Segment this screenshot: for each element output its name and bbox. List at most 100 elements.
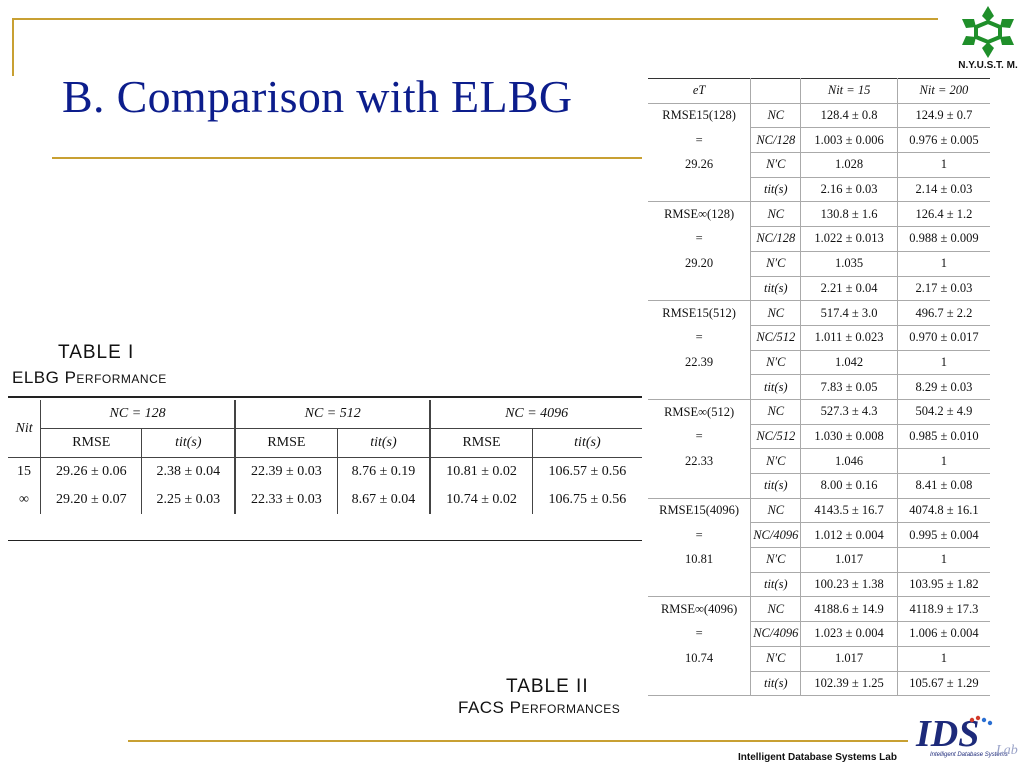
table1-group-header: NC = 512 bbox=[235, 400, 432, 429]
table1-subheader: tit(s) bbox=[337, 428, 432, 458]
table-row: RMSE15(128) NC 128.4 ± 0.8 124.9 ± 0.7 bbox=[648, 103, 990, 129]
table2-cell: 102.39 ± 1.25 bbox=[800, 671, 898, 697]
table2-group-label bbox=[648, 374, 752, 400]
table-row: RMSE15(4096) NC 4143.5 ± 16.7 4074.8 ± 16.1 bbox=[648, 498, 990, 524]
table2-group-label: 10.81 bbox=[648, 547, 752, 573]
table2-group-label: RMSE15(128) bbox=[648, 103, 752, 128]
table2-cell: 4143.5 ± 16.7 bbox=[800, 498, 898, 524]
table1-subheader: RMSE bbox=[430, 428, 533, 458]
table2-group-label bbox=[648, 177, 752, 203]
table2-cell: 2.16 ± 0.03 bbox=[800, 177, 898, 203]
table-row: 22.33 N′C 1.046 1 bbox=[648, 448, 990, 474]
table2-cell: 105.67 ± 1.29 bbox=[897, 671, 990, 697]
table2-caption-title: FACS Performances bbox=[458, 698, 621, 717]
table-row: RMSE∞(128) NC 130.8 ± 1.6 126.4 ± 1.2 bbox=[648, 201, 990, 228]
table2-header: eT bbox=[648, 78, 752, 104]
table1-group-header: NC = 4096 bbox=[430, 400, 642, 429]
table2-group-label: 29.26 bbox=[648, 152, 752, 178]
table2-cell: 2.14 ± 0.03 bbox=[897, 177, 990, 203]
table1-cell: 10.74 ± 0.02 bbox=[430, 486, 533, 514]
table2-group-label bbox=[648, 276, 752, 302]
table2-metric-cell: tit(s) bbox=[750, 374, 802, 400]
table1-subheader: RMSE bbox=[235, 428, 338, 458]
table-row: RMSE15(512) NC 517.4 ± 3.0 496.7 ± 2.2 bbox=[648, 300, 990, 326]
table2-cell: 124.9 ± 0.7 bbox=[897, 103, 990, 129]
table2-metric-cell: NC/4096 bbox=[750, 621, 802, 647]
table2-cell: 1.046 bbox=[800, 448, 898, 474]
title-underline bbox=[52, 157, 642, 159]
table2-cell: 1.030 ± 0.008 bbox=[800, 424, 898, 450]
table-row: = NC/512 1.011 ± 0.023 0.970 ± 0.017 bbox=[648, 325, 990, 351]
table2-metric-cell: N′C bbox=[750, 448, 802, 474]
logo-caption: N.Y.U.S.T. M. bbox=[958, 60, 1018, 71]
table2-metric-cell: NC bbox=[750, 498, 802, 524]
table2-cell: 1 bbox=[897, 448, 990, 474]
table-row: tit(s) 102.39 ± 1.25 105.67 ± 1.29 bbox=[648, 671, 990, 697]
table2-cell: 1.017 bbox=[800, 547, 898, 573]
table2-cell: 1.042 bbox=[800, 350, 898, 376]
table2-group-label: = bbox=[648, 226, 752, 252]
table2-metric-cell: tit(s) bbox=[750, 572, 802, 598]
table2-cell: 4188.6 ± 14.9 bbox=[800, 596, 898, 623]
table-row: ∞ 29.20 ± 0.07 2.25 ± 0.03 22.33 ± 0.03 … bbox=[8, 486, 642, 514]
left-rule bbox=[12, 18, 14, 76]
table2-cell: 1.035 bbox=[800, 251, 898, 277]
table2-cell: 1 bbox=[897, 251, 990, 277]
table2-metric-cell: N′C bbox=[750, 547, 802, 573]
table2-group-label: = bbox=[648, 621, 752, 647]
table-row: = NC/512 1.030 ± 0.008 0.985 ± 0.010 bbox=[648, 424, 990, 450]
table2-metric-cell: tit(s) bbox=[750, 473, 802, 499]
table2-group-label: = bbox=[648, 424, 752, 449]
table-row: RMSE∞(512) NC 527.3 ± 4.3 504.2 ± 4.9 bbox=[648, 399, 990, 425]
table2-group-label bbox=[648, 671, 752, 697]
table2-group-label: = bbox=[648, 127, 752, 153]
table2-group-label bbox=[648, 572, 752, 598]
table1-cell: 2.25 ± 0.03 bbox=[141, 486, 237, 514]
table2-group-label: RMSE∞(512) bbox=[648, 399, 752, 425]
table-row: 29.20 N′C 1.035 1 bbox=[648, 251, 990, 277]
table1-cell: 22.39 ± 0.03 bbox=[235, 457, 338, 486]
footer-text: Intelligent Database Systems Lab bbox=[738, 752, 897, 763]
table2-cell: 1.012 ± 0.004 bbox=[800, 522, 898, 549]
table2-cell: 130.8 ± 1.6 bbox=[800, 201, 898, 228]
table1-cell: 29.26 ± 0.06 bbox=[40, 457, 143, 486]
table2-header: Nit = 200 bbox=[897, 78, 990, 104]
table1-row-header: Nit bbox=[8, 400, 42, 458]
table2-group-label: RMSE15(512) bbox=[648, 300, 752, 326]
table2-cell: 100.23 ± 1.38 bbox=[800, 572, 898, 598]
table-row: tit(s) 7.83 ± 0.05 8.29 ± 0.03 bbox=[648, 374, 990, 400]
table1-nit-cell: 15 bbox=[8, 457, 42, 486]
table2-cell: 0.988 ± 0.009 bbox=[897, 226, 990, 252]
table1-caption-title: ELBG Performance bbox=[12, 368, 167, 387]
table2-cell: 2.21 ± 0.04 bbox=[800, 276, 898, 302]
table1-group-header: NC = 128 bbox=[40, 400, 237, 429]
table2-metric-cell: tit(s) bbox=[750, 276, 802, 302]
table-row: 10.81 N′C 1.017 1 bbox=[648, 547, 990, 573]
table2-metric-cell: N′C bbox=[750, 350, 802, 376]
page-title: B. Comparison with ELBG bbox=[62, 71, 573, 122]
table2-cell: 0.995 ± 0.004 bbox=[897, 522, 990, 549]
table2-cell: 2.17 ± 0.03 bbox=[897, 276, 990, 302]
table2-cell: 8.29 ± 0.03 bbox=[897, 374, 990, 400]
table2-cell: 126.4 ± 1.2 bbox=[897, 201, 990, 228]
table1-top-rule bbox=[8, 396, 642, 398]
table1-subheader: tit(s) bbox=[141, 428, 237, 458]
table2-metric-cell: NC bbox=[750, 201, 802, 228]
table1-cell: 8.76 ± 0.19 bbox=[337, 457, 432, 486]
table2-group-label: RMSE∞(128) bbox=[648, 201, 752, 227]
table1-cell: 29.20 ± 0.07 bbox=[40, 486, 143, 514]
table-row: = NC/4096 1.012 ± 0.004 0.995 ± 0.004 bbox=[648, 522, 990, 549]
table-row: tit(s) 100.23 ± 1.38 103.95 ± 1.82 bbox=[648, 572, 990, 598]
table2-cell: 8.00 ± 0.16 bbox=[800, 473, 898, 499]
table1-subheader: tit(s) bbox=[532, 428, 642, 458]
table2-metric-cell: NC bbox=[750, 103, 802, 129]
table2-cell: 0.976 ± 0.005 bbox=[897, 127, 990, 154]
table2-group-label: RMSE∞(4096) bbox=[648, 596, 752, 622]
table2-cell: 1 bbox=[897, 646, 990, 672]
table2-cell: 4118.9 ± 17.3 bbox=[897, 596, 990, 623]
facs-performance-table: eT Nit = 15 Nit = 200 RMSE15(128) NC 128.4… bbox=[648, 78, 990, 697]
table2-caption-number: TABLE II bbox=[506, 676, 589, 697]
ids-logo-lab: Lab bbox=[995, 743, 1018, 758]
ids-logo-text: IDS bbox=[915, 713, 979, 755]
table2-group-label: = bbox=[648, 325, 752, 351]
